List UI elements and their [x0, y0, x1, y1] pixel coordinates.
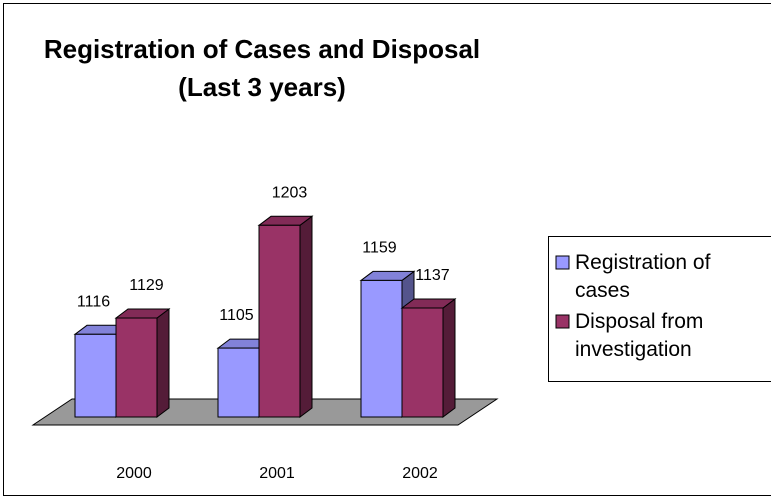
- bar: [360, 279, 403, 418]
- x-tick-label: 2000: [116, 465, 152, 482]
- chart-title: Registration of Cases and Disposal: [44, 34, 480, 64]
- legend-label: Registration of cases: [575, 251, 711, 302]
- value-label: 1159: [362, 239, 397, 256]
- value-label: 1129: [129, 277, 164, 294]
- value-label: 1203: [272, 184, 308, 201]
- bar-side: [156, 308, 170, 418]
- bar: [401, 307, 444, 418]
- legend-swatch: [555, 314, 570, 329]
- x-tick-label: 2001: [259, 465, 295, 482]
- bar: [217, 347, 260, 418]
- chart-title: (Last 3 years): [178, 72, 346, 102]
- legend-label: Disposal from investigation: [575, 310, 703, 361]
- value-label: 1105: [219, 307, 254, 324]
- x-tick-label: 2002: [402, 465, 438, 482]
- bar: [115, 317, 158, 418]
- bar-side: [299, 215, 313, 418]
- bar: [258, 224, 301, 418]
- bar-side: [442, 297, 456, 418]
- value-label: 1137: [415, 267, 450, 284]
- bar: [74, 333, 117, 418]
- value-label: 1116: [77, 293, 110, 310]
- legend-box: [548, 236, 771, 382]
- legend-swatch: [555, 255, 570, 270]
